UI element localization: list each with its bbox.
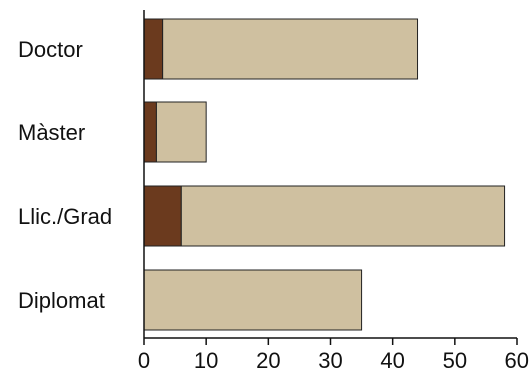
- x-ticks: 0 10 20 30 40 50 60: [138, 338, 529, 373]
- category-label-diplomat: Diplomat: [18, 288, 105, 313]
- x-tick-label-10: 10: [194, 348, 218, 373]
- bar-master-segment-1: [144, 102, 156, 162]
- bar-diplomat-segment-2: [144, 270, 362, 330]
- x-tick-label-60: 60: [505, 348, 529, 373]
- x-tick-label-30: 30: [318, 348, 342, 373]
- x-tick-label-40: 40: [380, 348, 404, 373]
- bar-llic-grad-segment-1: [144, 186, 181, 246]
- category-labels: Doctor Màster Llic./Grad Diplomat: [18, 37, 112, 313]
- category-label-llic-grad: Llic./Grad: [18, 204, 112, 229]
- bar-master-segment-2: [156, 102, 206, 162]
- x-tick-label-20: 20: [256, 348, 280, 373]
- bar-doctor-segment-1: [144, 19, 163, 79]
- bars-group: [144, 19, 505, 330]
- category-label-doctor: Doctor: [18, 37, 83, 62]
- x-tick-label-0: 0: [138, 348, 150, 373]
- x-tick-label-50: 50: [443, 348, 467, 373]
- bar-llic-grad-segment-2: [181, 186, 504, 246]
- category-label-master: Màster: [18, 120, 85, 145]
- bar-doctor-segment-2: [163, 19, 418, 79]
